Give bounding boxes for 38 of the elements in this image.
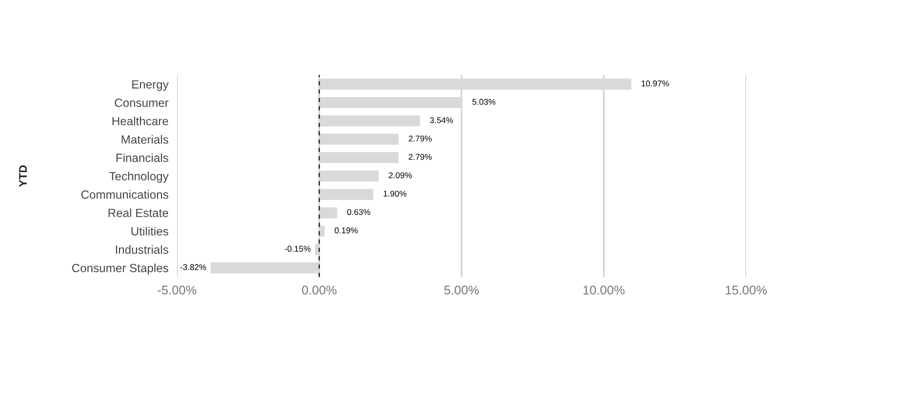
y-tick-label: Utilities bbox=[132, 226, 168, 236]
y-tick-label: Healthcare bbox=[112, 116, 168, 126]
y-tick-label: Energy bbox=[132, 80, 169, 91]
x-tick-label: 15.00% bbox=[726, 286, 767, 295]
y-tick-label: Materials bbox=[122, 134, 168, 144]
data-label: 3.54% bbox=[430, 117, 454, 124]
data-label: -0.15% bbox=[284, 246, 311, 252]
y-tick-label: Communications bbox=[81, 190, 168, 199]
bar bbox=[319, 170, 379, 182]
data-label: 2.79% bbox=[408, 154, 432, 160]
y-tick-label: Industrials bbox=[116, 245, 168, 254]
bar bbox=[319, 78, 632, 90]
y-tick-label: Real Estate bbox=[108, 208, 168, 218]
data-label: 2.79% bbox=[408, 136, 432, 142]
x-tick-label: 10.00% bbox=[584, 286, 625, 295]
bar bbox=[319, 152, 399, 164]
y-tick-label: Consumer bbox=[114, 98, 168, 107]
x-tick-label: 0.00% bbox=[302, 286, 337, 295]
y-tick-label: Technology bbox=[109, 172, 169, 183]
data-label: 1.90% bbox=[384, 190, 406, 197]
bar bbox=[210, 262, 320, 274]
bar bbox=[319, 188, 374, 200]
x-tick-label: -5.00% bbox=[158, 286, 196, 295]
data-label: -3.82% bbox=[180, 264, 206, 270]
bar bbox=[319, 115, 420, 126]
data-label: 10.97% bbox=[642, 80, 670, 86]
data-label: 2.09% bbox=[388, 172, 412, 178]
y-tick-label: Consumer Staples bbox=[72, 264, 168, 275]
data-label: 0.19% bbox=[334, 227, 358, 234]
bar bbox=[314, 244, 320, 255]
data-label: 0.63% bbox=[347, 209, 370, 215]
y-axis-title: YTD bbox=[19, 165, 27, 187]
y-tick-label: Financials bbox=[116, 153, 168, 162]
bar bbox=[319, 134, 399, 145]
x-tick-label: 5.00% bbox=[444, 286, 479, 295]
bar bbox=[319, 97, 462, 108]
data-label: 5.03% bbox=[472, 98, 496, 105]
bar bbox=[319, 207, 338, 218]
